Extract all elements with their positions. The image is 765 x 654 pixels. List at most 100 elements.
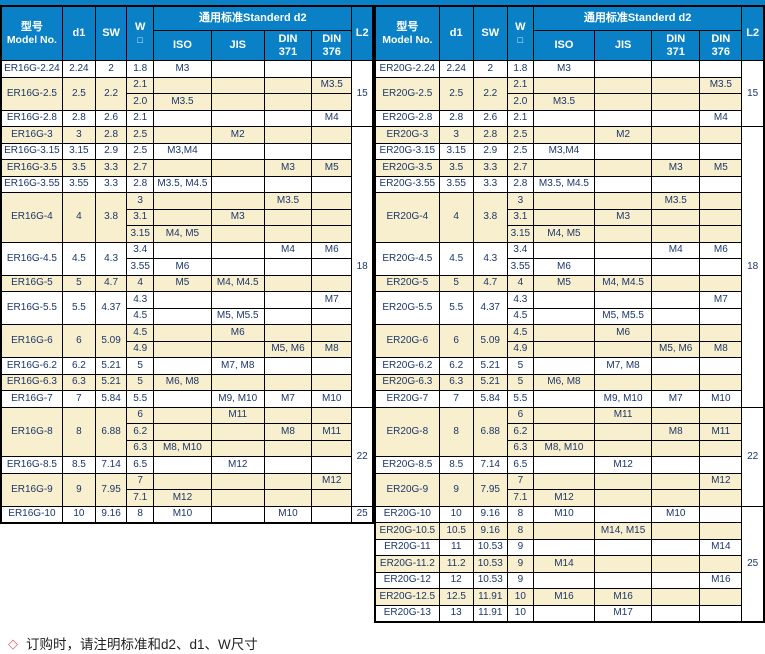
din371-cell: M10 xyxy=(263,505,313,524)
jis-cell: M4, M4.5 xyxy=(594,274,653,292)
col-header-sw: SW xyxy=(94,5,128,61)
w-cell: 4 xyxy=(126,274,155,292)
din371-cell xyxy=(263,208,313,226)
model-cell: ER20G-12.5 xyxy=(374,588,440,606)
sw-cell: 2.6 xyxy=(94,109,128,127)
table-row: 3.55 M6 xyxy=(1,258,373,276)
iso-cell xyxy=(532,324,596,342)
w-cell: 9 xyxy=(506,571,534,589)
iso-cell: M6, M8 xyxy=(153,373,212,391)
model-cell: ER20G-3.5 xyxy=(374,159,440,177)
din376-cell: M7 xyxy=(699,291,743,309)
din-label: DIN xyxy=(278,32,298,45)
model-cell: ER20G-12 xyxy=(374,571,440,589)
d1-cell: 6.3 xyxy=(438,373,474,391)
sw-cell: 3.3 xyxy=(94,175,128,193)
d1-cell: 2.5 xyxy=(438,76,474,111)
w-cell: 6.2 xyxy=(506,423,534,441)
d1-cell: 2.5 xyxy=(61,76,96,111)
sw-cell: 4.7 xyxy=(472,274,508,292)
model-cell: ER20G-2.5 xyxy=(374,76,440,111)
din376-cell xyxy=(699,555,743,573)
iso-cell xyxy=(153,390,212,408)
din371-cell xyxy=(651,175,701,193)
d1-cell: 9 xyxy=(61,472,96,507)
w-cell: 4.5 xyxy=(506,324,534,342)
w-cell: 5 xyxy=(506,357,534,375)
din376-cell xyxy=(699,225,743,243)
jis-cell xyxy=(594,159,653,177)
table-row: ER20G-6 6 5.09 4.5 M6 xyxy=(374,324,764,358)
din371-cell: M7 xyxy=(263,390,313,408)
din371-cell: M3.5 xyxy=(651,192,701,210)
iso-cell xyxy=(153,472,212,490)
sw-cell: 6.88 xyxy=(94,406,128,457)
d1-cell: 4.5 xyxy=(61,241,96,276)
w-cell: 1.8 xyxy=(126,60,155,78)
w-cell: 2.0 xyxy=(126,93,155,111)
table-row: ER16G-8.5 8.5 7.14 6.5 M12 xyxy=(0,456,373,474)
iso-cell: M12 xyxy=(532,489,596,507)
din-label: DIN xyxy=(666,32,686,45)
din371-cell: M7 xyxy=(651,390,701,408)
w-cell: 6.3 xyxy=(506,439,534,457)
w-cell: 5 xyxy=(506,373,534,391)
din371-cell xyxy=(651,324,701,342)
d1-cell: 10 xyxy=(438,505,474,523)
d1-cell: 2.8 xyxy=(61,109,96,127)
table-row: ER20G-11.2 11.2 10.53 9 M14 xyxy=(374,555,764,573)
table-row: 4.5 M5, M5.5 xyxy=(375,307,764,325)
din371-cell xyxy=(651,307,701,325)
w-cell: 6 xyxy=(126,406,155,424)
table-row: ER16G-6 6 5.09 4.5 M6 xyxy=(0,324,373,358)
din371-cell xyxy=(263,472,313,490)
din371-cell: M4 xyxy=(263,241,313,259)
col-header-w: W □ xyxy=(506,5,534,61)
col-header-d1: d1 xyxy=(438,5,474,61)
model-cell: ER20G-6 xyxy=(374,324,440,358)
din376-cell xyxy=(311,126,353,144)
sw-cell: 5.84 xyxy=(94,390,128,408)
sw-cell: 3.8 xyxy=(472,192,508,243)
din371-cell: M8 xyxy=(651,423,701,441)
din376-cell: M10 xyxy=(311,390,353,408)
model-cell: ER16G-8 xyxy=(0,406,63,457)
din371-cell xyxy=(263,126,313,144)
col-header-standard: 通用标准Standerd d2 xyxy=(153,5,353,31)
table-row: ER20G-3.5 3.5 3.3 2.7 M3 M5 xyxy=(374,159,764,177)
model-cell: ER20G-2.24 xyxy=(374,60,440,78)
col-header-jis: JIS xyxy=(594,30,653,61)
table-row: 7.1 M12 xyxy=(375,489,764,507)
din371-cell: M5, M6 xyxy=(651,340,701,358)
din376-cell: M16 xyxy=(699,571,743,589)
jis-cell xyxy=(594,76,653,94)
iso-cell: M6, M8 xyxy=(532,373,596,391)
table-row: ER20G-2.24 2.24 2 1.8 M3 15 xyxy=(374,60,765,127)
din376-cell xyxy=(699,258,743,276)
din371-cell xyxy=(263,291,313,309)
l2-cell: 22 xyxy=(741,406,765,507)
iso-cell: M3 xyxy=(532,60,596,78)
w-cell: 7.1 xyxy=(126,489,155,507)
model-cell: ER20G-4 xyxy=(374,192,440,243)
col-header-w-letter: W xyxy=(515,20,526,33)
col-header-model: 型号 Model No. xyxy=(0,5,63,61)
din376-cell: M3.5 xyxy=(699,76,743,94)
din376-cell: M11 xyxy=(311,423,353,441)
model-cell: ER20G-10 xyxy=(374,505,440,523)
w-cell: 10 xyxy=(506,588,534,606)
col-header-w: W □ xyxy=(126,5,155,61)
w-cell: 6 xyxy=(506,406,534,424)
iso-cell: M3,M4 xyxy=(532,142,596,160)
w-cell: 5.5 xyxy=(506,390,534,408)
table-row: ER16G-3.15 3.15 2.9 2.5 M3,M4 xyxy=(0,142,373,160)
d1-cell: 8 xyxy=(61,406,96,457)
din371-cell xyxy=(651,274,701,292)
w-cell: 2.5 xyxy=(126,126,155,144)
din371-cell: M10 xyxy=(651,505,701,523)
table-row: ER16G-7 7 5.84 5.5 M9, M10 M7 M10 xyxy=(0,390,373,408)
d1-cell: 8.5 xyxy=(61,456,96,474)
jis-cell xyxy=(210,93,265,111)
table-row: ER20G-5 5 4.7 4 M5 M4, M4.5 xyxy=(374,274,764,292)
jis-cell xyxy=(210,258,265,276)
